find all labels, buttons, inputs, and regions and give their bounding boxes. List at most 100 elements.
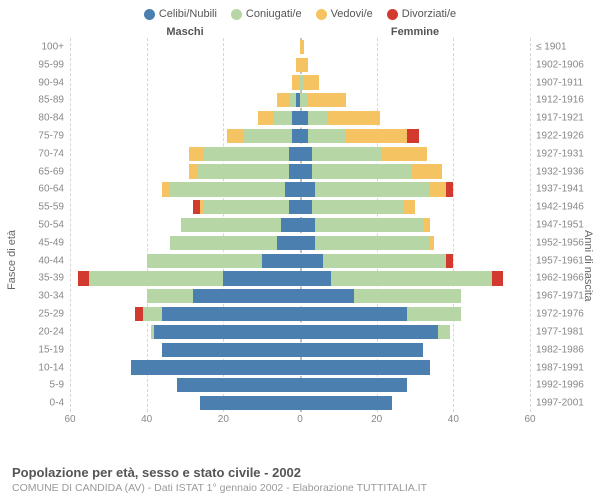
bar-segment [78, 271, 90, 285]
bar-segment [147, 254, 262, 268]
male-bar [70, 40, 300, 54]
age-label: 60-64 [38, 184, 70, 195]
age-label: 70-74 [38, 148, 70, 159]
male-bar [70, 182, 300, 196]
male-bar [70, 58, 300, 72]
female-bar [300, 343, 530, 357]
bar-segment [189, 147, 204, 161]
birth-year-label: 1987-1991 [530, 362, 584, 373]
female-bar [300, 307, 530, 321]
bar-segment [223, 271, 300, 285]
female-bar [300, 360, 530, 374]
age-label: 40-44 [38, 255, 70, 266]
birth-year-label: 1917-1921 [530, 113, 584, 124]
age-label: 15-19 [38, 344, 70, 355]
female-bar [300, 93, 530, 107]
bar-segment [281, 218, 300, 232]
birth-year-label: 1982-1986 [530, 344, 584, 355]
bar-segment [289, 200, 301, 214]
age-row: 15-191982-1986 [70, 341, 530, 359]
age-row: 30-341967-1971 [70, 287, 530, 305]
bar-segment [289, 93, 297, 107]
male-bar [70, 325, 300, 339]
male-bar [70, 289, 300, 303]
age-row: 55-591942-1946 [70, 198, 530, 216]
x-tick: 40 [448, 414, 459, 425]
age-row: 80-841917-1921 [70, 109, 530, 127]
male-bar [70, 378, 300, 392]
male-bar [70, 271, 300, 285]
birth-year-label: ≤ 1901 [530, 41, 567, 52]
male-bar [70, 307, 300, 321]
age-row: 100+≤ 1901 [70, 38, 530, 56]
female-bar [300, 111, 530, 125]
birth-year-label: 1932-1936 [530, 166, 584, 177]
female-bar [300, 147, 530, 161]
bar-segment [197, 164, 289, 178]
female-bar [300, 378, 530, 392]
female-bar [300, 75, 530, 89]
bar-segment [300, 378, 407, 392]
bar-segment [446, 182, 454, 196]
bar-segment [423, 218, 431, 232]
female-bar [300, 164, 530, 178]
y-axis-label-left: Fasce di età [6, 230, 18, 290]
x-tick: 60 [64, 414, 75, 425]
female-bar [300, 40, 530, 54]
bar-segment [300, 396, 392, 410]
bar-segment [292, 129, 300, 143]
bar-segment [200, 396, 300, 410]
bar-segment [327, 111, 381, 125]
bar-segment [430, 182, 445, 196]
male-bar [70, 343, 300, 357]
birth-year-label: 1942-1946 [530, 202, 584, 213]
age-row: 85-891912-1916 [70, 91, 530, 109]
bar-segment [492, 271, 504, 285]
bar-segment [315, 236, 430, 250]
age-label: 20-24 [38, 326, 70, 337]
bar-segment [89, 271, 223, 285]
bar-segment [258, 111, 273, 125]
female-bar [300, 254, 530, 268]
gender-header: Maschi Femmine [0, 26, 600, 38]
bar-segment [162, 307, 300, 321]
bar-segment [308, 93, 346, 107]
bar-segment [407, 307, 461, 321]
age-label: 50-54 [38, 220, 70, 231]
bar-segment [300, 182, 315, 196]
bar-segment [243, 129, 293, 143]
female-bar [300, 200, 530, 214]
age-label: 95-99 [38, 59, 70, 70]
legend-dot [144, 9, 155, 20]
bar-segment [438, 325, 450, 339]
age-label: 0-4 [50, 398, 70, 409]
bar-segment [300, 254, 323, 268]
bar-segment [300, 164, 312, 178]
legend-dot [231, 9, 242, 20]
bar-segment [292, 111, 300, 125]
footer: Popolazione per età, sesso e stato civil… [12, 465, 588, 494]
birth-year-label: 1952-1956 [530, 237, 584, 248]
bar-segment [181, 218, 281, 232]
birth-year-label: 1907-1911 [530, 77, 583, 88]
bar-segment [300, 360, 430, 374]
bar-segment [346, 129, 407, 143]
birth-year-label: 1992-1996 [530, 380, 584, 391]
male-bar [70, 75, 300, 89]
bar-segment [277, 236, 300, 250]
bar-segment [131, 360, 300, 374]
age-label: 35-39 [38, 273, 70, 284]
legend: Celibi/NubiliConiugati/eVedovi/eDivorzia… [0, 0, 600, 20]
age-label: 30-34 [38, 291, 70, 302]
age-row: 5-91992-1996 [70, 376, 530, 394]
bar-segment [135, 307, 143, 321]
bar-segment [300, 325, 438, 339]
male-bar [70, 396, 300, 410]
bar-segment [308, 129, 346, 143]
bar-segment [304, 75, 319, 89]
male-bar [70, 236, 300, 250]
x-tick: 40 [141, 414, 152, 425]
female-bar [300, 236, 530, 250]
age-label: 85-89 [38, 95, 70, 106]
bar-segment [446, 254, 454, 268]
